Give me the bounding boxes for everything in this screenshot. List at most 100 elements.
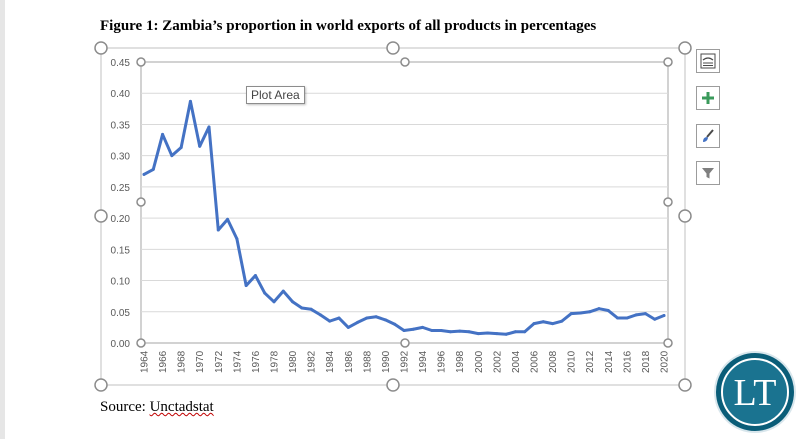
chart-filter-button[interactable]: [696, 161, 720, 185]
y-axis-labels: 0.00 0.05 0.10 0.15 0.20 0.25 0.30 0.35 0.40 0.45: [111, 58, 131, 350]
data-point: [272, 300, 276, 304]
figure-source: Source: Unctadstat: [100, 399, 214, 416]
x-tick-label: 2012: [585, 350, 596, 373]
selection-handle: [663, 338, 673, 348]
chart-elements-button[interactable]: [696, 86, 720, 110]
series-points: [142, 99, 666, 336]
selection-handle: [678, 41, 692, 55]
x-tick-label: 2000: [474, 350, 485, 373]
data-point: [551, 322, 555, 326]
data-point: [578, 311, 582, 315]
y-tick-label: 0.35: [111, 120, 131, 131]
data-point: [606, 309, 610, 313]
x-tick-label: 2018: [641, 350, 652, 373]
selection-handle: [386, 41, 400, 55]
data-point: [448, 330, 452, 334]
data-point: [541, 320, 545, 324]
x-tick-label: 1984: [325, 350, 336, 373]
data-point: [235, 237, 239, 241]
data-point: [356, 320, 360, 324]
x-tick-label: 2014: [604, 350, 615, 373]
x-tick-label: 1986: [344, 350, 355, 373]
data-point: [263, 291, 267, 295]
x-tick-label: 1988: [362, 350, 373, 373]
data-point: [588, 310, 592, 314]
data-point: [207, 125, 211, 129]
chart-styles-brush-icon: [703, 129, 714, 142]
data-point: [253, 274, 257, 278]
y-tick-label: 0.40: [111, 89, 131, 100]
data-point: [318, 313, 322, 317]
selection-handle: [663, 57, 673, 67]
data-point: [653, 317, 657, 321]
y-tick-label: 0.25: [111, 183, 131, 194]
x-tick-label: 1966: [158, 350, 169, 373]
selection-handles: [94, 41, 692, 392]
data-point: [411, 327, 415, 331]
x-tick-label: 2006: [530, 350, 541, 373]
chart-layout-button[interactable]: [696, 49, 720, 73]
data-point: [383, 318, 387, 322]
source-name: Unctadstat: [149, 399, 214, 415]
data-point: [244, 284, 248, 288]
source-prefix: Source:: [100, 399, 150, 415]
y-tick-label: 0.20: [111, 214, 131, 225]
data-point: [439, 329, 443, 333]
selection-handle: [663, 197, 673, 207]
data-point: [374, 315, 378, 319]
data-point: [476, 332, 480, 336]
data-point: [188, 99, 192, 103]
page-edge: [0, 0, 5, 439]
chart-filter-icon: [702, 168, 714, 179]
chart-layout-icon: [700, 53, 716, 69]
selection-handle: [94, 41, 108, 55]
x-tick-label: 1998: [455, 350, 466, 373]
x-tick-label: 1978: [270, 350, 281, 373]
x-tick-label: 2010: [567, 350, 578, 373]
data-point: [616, 316, 620, 320]
lt-logo: LT: [714, 351, 796, 433]
x-tick-label: 1996: [437, 350, 448, 373]
data-point: [421, 325, 425, 329]
figure-title: Figure 1: Zambia’s proportion in world e…: [100, 18, 597, 34]
x-tick-label: 2016: [622, 350, 633, 373]
gridlines: [141, 92, 668, 313]
y-tick-label: 0.45: [111, 58, 131, 69]
y-tick-label: 0.05: [111, 308, 131, 319]
y-tick-label: 0.15: [111, 245, 131, 256]
x-tick-label: 2008: [548, 350, 559, 373]
data-point: [643, 312, 647, 316]
x-tick-label: 1970: [195, 350, 206, 373]
data-point: [495, 332, 499, 336]
y-tick-label: 0.10: [111, 277, 131, 288]
y-tick-label: 0.30: [111, 152, 131, 163]
x-tick-label: 1974: [232, 350, 243, 373]
data-point: [504, 332, 508, 336]
data-point: [151, 167, 155, 171]
data-point: [291, 300, 295, 304]
chart-styles-button[interactable]: [696, 124, 720, 148]
chart-elements-plus-icon: [702, 92, 714, 104]
logo-text: LT: [734, 372, 777, 414]
data-point: [402, 329, 406, 333]
data-point: [597, 307, 601, 311]
data-point: [486, 331, 490, 335]
selection-handle: [400, 57, 410, 67]
x-tick-label: 1992: [400, 350, 411, 373]
selection-handle: [136, 197, 146, 207]
data-point: [161, 132, 165, 136]
data-point: [346, 325, 350, 329]
selection-handle: [678, 378, 692, 392]
data-point: [226, 217, 230, 221]
data-point: [281, 289, 285, 293]
data-point: [560, 319, 564, 323]
data-point: [142, 172, 146, 176]
chart-area-border: [100, 47, 686, 386]
data-point: [513, 330, 517, 334]
selection-handle: [94, 378, 108, 392]
x-tick-label: 1968: [177, 350, 188, 373]
x-tick-label: 2004: [511, 350, 522, 373]
x-tick-label: 2002: [492, 350, 503, 373]
selection-handle: [136, 57, 146, 67]
